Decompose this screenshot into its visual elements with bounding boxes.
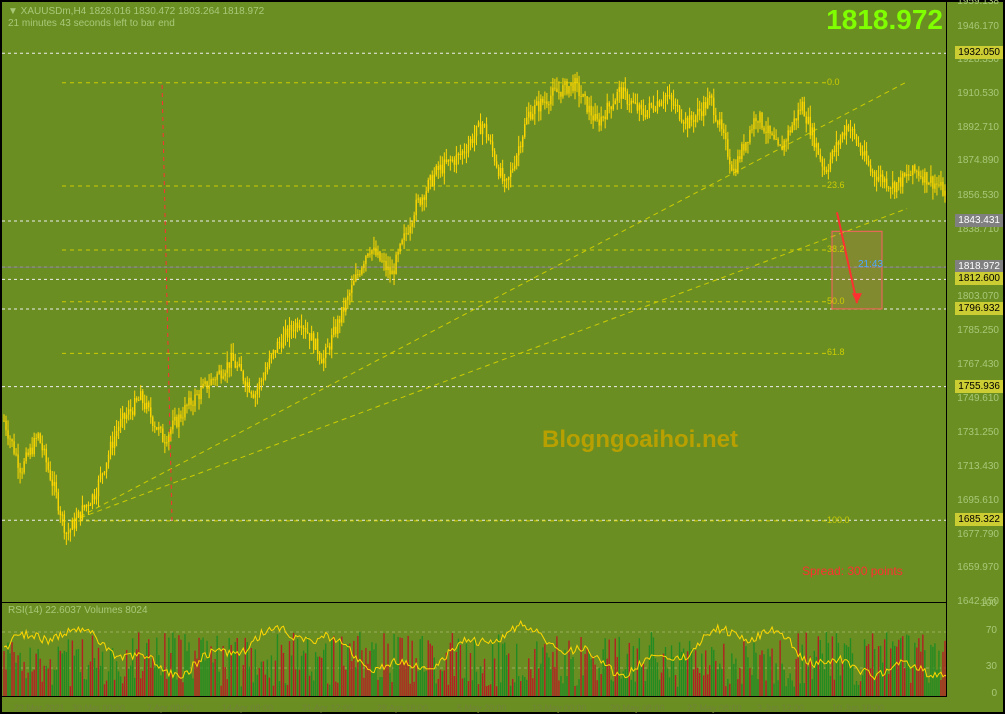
- watermark: Blogngoaihoi.net: [542, 426, 738, 454]
- price-tick: 1767.430: [957, 359, 999, 370]
- price-tick: 1785.250: [957, 325, 999, 336]
- price-axis: 1959.1381946.1701928.3501910.5301892.710…: [946, 2, 1003, 602]
- time-tick: 7 Apr 00:00: [147, 703, 193, 713]
- price-level-box: 1755.936: [955, 380, 1003, 393]
- price-tick: 1713.430: [957, 461, 999, 472]
- fib-label: 100.0: [827, 515, 850, 525]
- price-tick: 1910.530: [957, 88, 999, 99]
- price-tick: 1659.970: [957, 562, 999, 573]
- price-tick: 1874.890: [957, 155, 999, 166]
- chart-window: 0.0 23.6 38.2 50.0 61.8 100.0 21:43 Blogngoaiho…: [0, 0, 1005, 714]
- price-level-box: 1796.932: [955, 302, 1003, 315]
- fib-label: 0.0: [827, 77, 840, 87]
- price-tick: 1695.610: [957, 495, 999, 506]
- symbol-title: ▼ XAUUSDm,H4 1828.016 1830.472 1803.264 …: [8, 6, 264, 17]
- rsi-tick: 0: [991, 688, 997, 699]
- time-tick: 3 Jun 12:00: [757, 703, 804, 713]
- price-level-box: 1843.431: [955, 214, 1003, 227]
- time-tick: 28 Apr 16:00: [377, 703, 428, 713]
- price-tick: 1892.710: [957, 122, 999, 133]
- rsi-tick: 70: [986, 625, 997, 636]
- time-tick: 5 May 20:00: [457, 703, 507, 713]
- indicator-panel[interactable]: RSI(14) 22.6037 Volumes 8024: [2, 602, 947, 697]
- rsi-tick: 100: [980, 598, 997, 609]
- time-tick: 13 May 00:00: [532, 703, 587, 713]
- time-tick: 22 Mar 2021: [14, 703, 65, 713]
- price-tick: 1749.610: [957, 393, 999, 404]
- price-tick: 1946.170: [957, 21, 999, 32]
- fib-label: 50.0: [827, 296, 845, 306]
- fib-label: 61.8: [827, 347, 845, 357]
- price-tick: 1803.070: [957, 291, 999, 302]
- price-tick: 1856.530: [957, 190, 999, 201]
- rsi-tick: 30: [986, 661, 997, 672]
- price-level-box: 1812.600: [955, 272, 1003, 285]
- price-chart[interactable]: 0.0 23.6 38.2 50.0 61.8 100.0 21:43 Blogngoaiho…: [2, 2, 947, 602]
- price-tick: 1731.250: [957, 427, 999, 438]
- indicator-axis: 03070100: [946, 602, 1003, 696]
- last-price-large: 1818.972: [826, 4, 943, 36]
- time-tick: 21 Apr 12:00: [302, 703, 353, 713]
- fib-label: 38.2: [827, 244, 845, 254]
- fib-label: 23.6: [827, 180, 845, 190]
- time-tick: 30 Mar 00:00: [72, 703, 125, 713]
- countdown-label: 21:43: [858, 259, 883, 270]
- indicator-label: RSI(14) 22.6037 Volumes 8024: [8, 605, 148, 616]
- price-level-box: 1932.050: [955, 46, 1003, 59]
- spread-label: Spread: 300 points: [802, 564, 903, 578]
- price-tick: 1959.138: [957, 0, 999, 7]
- time-tick: 27 May 08:00: [687, 703, 742, 713]
- time-axis: 22 Mar 2021 30 Mar 00:00 7 Apr 00:00 14 Apr…: [2, 696, 947, 714]
- time-tick: 14 Apr 08:00: [222, 703, 273, 713]
- price-level-box: 1685.322: [955, 513, 1003, 526]
- time-tick: 10 Jun 16:00: [832, 703, 884, 713]
- time-tick: 20 May 08:00: [610, 703, 665, 713]
- price-tick: 1677.790: [957, 529, 999, 540]
- bar-countdown-text: 21 minutes 43 seconds left to bar end: [8, 18, 175, 29]
- price-level-box: 1818.972: [955, 260, 1003, 273]
